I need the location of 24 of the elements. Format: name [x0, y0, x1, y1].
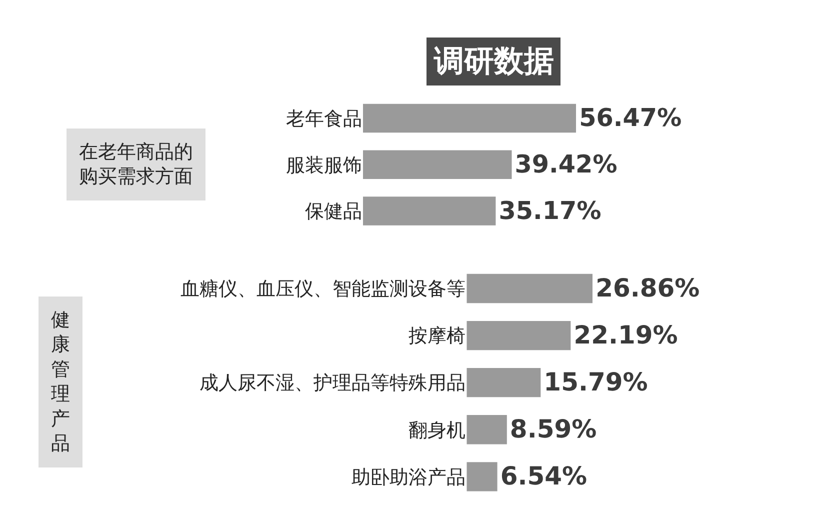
bar: [466, 415, 507, 444]
chart-title: 调研数据: [433, 44, 554, 79]
y-tick-label: 保健品: [304, 200, 362, 223]
y-axis-title: 健康管理产品: [51, 309, 70, 454]
data-label: 35.17%: [498, 196, 602, 225]
data-label: 56.47%: [579, 103, 682, 132]
data-label: 8.59%: [510, 414, 597, 444]
y-tick-label: 服装服饰: [286, 154, 362, 176]
data-label: 15.79%: [544, 368, 648, 396]
bar: [466, 274, 593, 304]
y-tick-label: 成人尿不湿、护理品等特殊用品: [200, 372, 466, 394]
y-tick-label: 按摩椅: [408, 325, 466, 348]
y-tick-label: 血糖仪、血压仪、智能监测设备等: [180, 278, 466, 300]
data-label: 26.86%: [596, 273, 700, 302]
bar: [466, 462, 498, 492]
y-tick-label: 助卧助浴产品: [352, 466, 466, 488]
bar: [466, 320, 571, 350]
y-tick-label: 翻身机: [408, 419, 466, 442]
data-label: 6.54%: [500, 462, 587, 491]
bar: [466, 368, 541, 398]
y-tick-label: 老年食品: [286, 108, 362, 130]
data-label: 39.42%: [514, 149, 618, 178]
y-axis-title: 在老年商品的购买需求方面: [79, 141, 193, 188]
data-label: 22.19%: [574, 320, 678, 350]
